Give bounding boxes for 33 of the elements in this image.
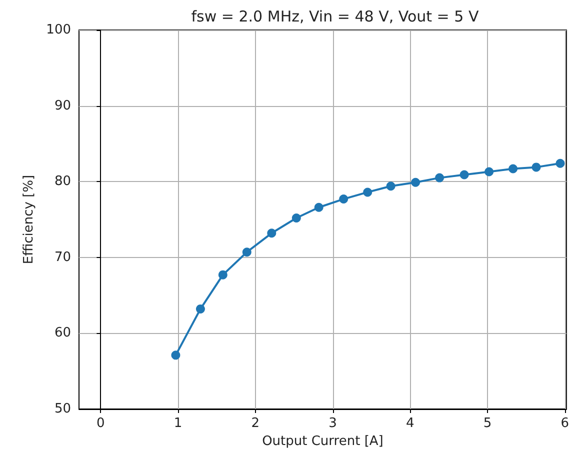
point	[218, 270, 228, 280]
point	[484, 167, 494, 176]
point	[556, 158, 565, 168]
point	[171, 350, 180, 360]
point	[411, 178, 420, 187]
point	[314, 202, 324, 212]
y-axis-title: Efficiency [%]	[21, 174, 36, 264]
point	[532, 162, 541, 172]
point	[386, 182, 396, 191]
x-tick-label: 1	[174, 416, 182, 431]
x-tick-label: 2	[251, 416, 260, 431]
y-tick-label: 100	[46, 22, 71, 38]
y-tick-label: 90	[54, 98, 71, 114]
x-tick-label: 3	[328, 416, 337, 431]
point	[242, 248, 252, 257]
x-tick-label: 6	[560, 416, 570, 431]
y-tick-label: 50	[54, 402, 71, 416]
y-tick-label: 80	[54, 174, 71, 190]
point	[460, 170, 469, 180]
point	[267, 228, 276, 238]
x-tick-label: 0	[96, 416, 105, 431]
y-tick-label: 60	[54, 326, 71, 341]
point	[508, 164, 518, 174]
x-tick-label: 5	[483, 416, 492, 431]
point	[292, 213, 301, 222]
x-tick-label: 4	[406, 416, 414, 431]
point	[196, 304, 205, 314]
point	[363, 188, 372, 197]
x-axis-title: Output Current [A]	[262, 434, 384, 449]
chart-title: fsw = 2.0 MHz, Vin = 48 V, Vout = 5 V	[191, 8, 480, 26]
point	[435, 173, 444, 182]
y-tick-label: 70	[54, 250, 71, 265]
point	[339, 194, 348, 204]
